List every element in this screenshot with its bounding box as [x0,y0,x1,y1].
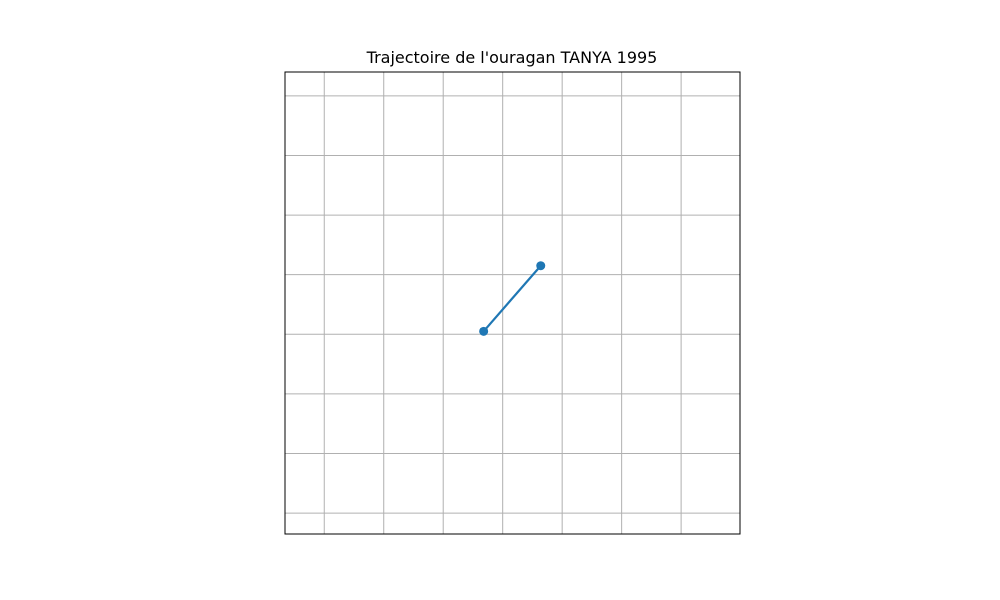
plot-frame [284,71,741,535]
plot-area [284,71,741,535]
chart-title: Trajectoire de l'ouragan TANYA 1995 [366,48,658,67]
data-point [479,326,489,336]
data-point [536,261,546,271]
series-line [482,265,542,333]
